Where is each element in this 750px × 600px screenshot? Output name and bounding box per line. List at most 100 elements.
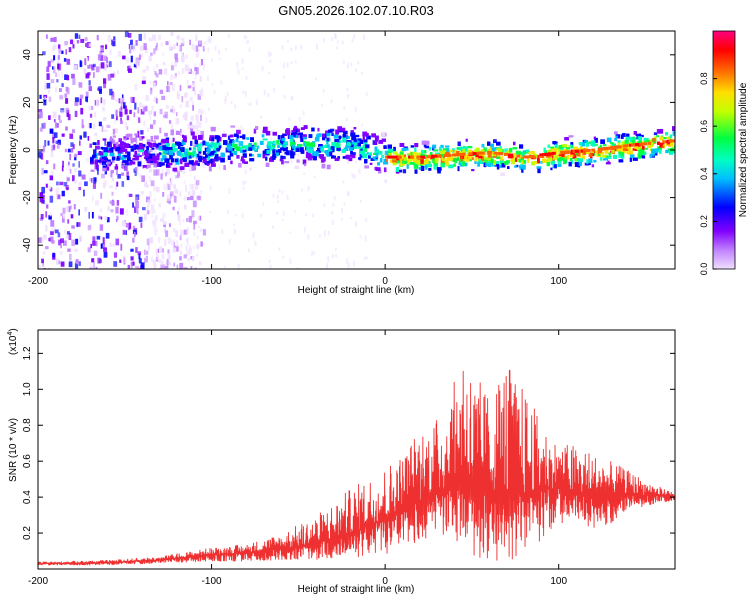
spectrogram-cell bbox=[145, 250, 149, 255]
spectrogram-cell bbox=[194, 267, 197, 269]
spectrogram-cell bbox=[211, 137, 215, 142]
spectrogram-cell bbox=[146, 205, 150, 211]
spectrogram-cell bbox=[268, 51, 271, 57]
spectrogram-cell bbox=[97, 140, 100, 145]
spectrogram-cell bbox=[636, 146, 641, 150]
spectrogram-cell bbox=[107, 206, 110, 212]
spectrogram-cell bbox=[66, 163, 71, 171]
spectrogram-cell bbox=[105, 232, 110, 239]
x-tick-label: 100 bbox=[550, 576, 567, 587]
spectrogram-cell bbox=[159, 246, 163, 251]
spectrogram-cell bbox=[509, 148, 513, 153]
spectrogram-cell bbox=[358, 146, 363, 149]
spectrogram-cell bbox=[649, 139, 654, 144]
spectrogram-cell bbox=[103, 78, 107, 84]
spectrogram-cell bbox=[116, 215, 119, 221]
spectrogram-cell bbox=[50, 59, 55, 63]
spectrogram-cell bbox=[108, 147, 112, 152]
spectrogram-cell bbox=[168, 150, 174, 156]
spectrogram-cell bbox=[98, 86, 102, 92]
spectrogram-cell bbox=[89, 178, 93, 182]
spectrogram-cell bbox=[190, 125, 196, 129]
spectrogram-cell bbox=[110, 170, 113, 178]
spectrogram-cell bbox=[171, 140, 174, 145]
spectrogram-cell bbox=[57, 194, 61, 200]
spectrogram-cell bbox=[86, 57, 89, 62]
spectrogram-cell bbox=[630, 137, 635, 143]
spectrogram-cell bbox=[299, 147, 304, 152]
spectrogram-cell bbox=[346, 117, 348, 121]
spectrogram-cell bbox=[375, 153, 379, 158]
spectrogram-cell bbox=[242, 180, 245, 186]
spectrogram-cell bbox=[107, 74, 112, 81]
spectrogram-cell bbox=[265, 156, 268, 161]
spectrogram-cell bbox=[49, 236, 54, 242]
spectrogram-cell bbox=[546, 162, 550, 167]
spectrogram-cell bbox=[249, 101, 252, 106]
spectrogram-cell bbox=[622, 149, 626, 154]
spectrogram-cell bbox=[591, 164, 595, 168]
spectrogram-cell bbox=[169, 191, 174, 197]
spectrogram-cell bbox=[74, 248, 78, 252]
spectrogram-cell bbox=[374, 166, 378, 171]
spectrogram-cell bbox=[159, 89, 164, 94]
spectrogram-cell bbox=[68, 200, 71, 204]
spectrogram-peak-cell bbox=[493, 151, 497, 155]
spectrogram-cell bbox=[162, 192, 165, 197]
spectrogram-cell bbox=[150, 180, 155, 187]
spectrogram-cell bbox=[183, 157, 187, 162]
spectrogram-peak-cell bbox=[528, 155, 535, 158]
spectrogram-cell bbox=[329, 130, 333, 133]
spectrogram-peak-cell bbox=[597, 147, 602, 151]
spectrogram-cell bbox=[665, 149, 669, 154]
spectrogram-cell bbox=[43, 170, 48, 174]
snr-multiplier-base: (x10 bbox=[8, 335, 19, 355]
spectrogram-cell bbox=[137, 251, 142, 255]
spectrogram-cell bbox=[495, 154, 500, 158]
spectrogram-cell bbox=[588, 158, 593, 163]
spectrogram-cell bbox=[423, 144, 427, 147]
spectrogram-cell bbox=[60, 213, 64, 217]
spectrogram-cell bbox=[227, 135, 231, 140]
spectrogram-cell bbox=[66, 58, 71, 65]
spectrogram-cell bbox=[345, 146, 349, 151]
spectrogram-cell bbox=[201, 161, 204, 167]
spectrogram-cell bbox=[262, 150, 266, 155]
spectrogram-cell bbox=[202, 151, 206, 155]
spectrogram-cell bbox=[392, 159, 397, 163]
spectrogram-cell bbox=[465, 146, 468, 151]
spectrogram-cell bbox=[289, 258, 292, 265]
spectrogram-cell bbox=[122, 230, 126, 235]
spectrogram-cell bbox=[487, 163, 492, 167]
spectrogram-cell bbox=[283, 62, 286, 69]
spectrogram-cell bbox=[202, 156, 207, 160]
spectrogram-cell bbox=[561, 152, 565, 158]
spectrogram-cell bbox=[164, 266, 169, 269]
spectrogram-cell bbox=[151, 214, 153, 218]
spectrogram-cell bbox=[300, 127, 305, 130]
spectrogram-cell bbox=[185, 154, 189, 158]
spectrogram-cell bbox=[414, 169, 418, 174]
spectrogram-cell bbox=[270, 141, 274, 144]
spectrogram-cell bbox=[599, 157, 603, 161]
spectrogram-cell bbox=[642, 155, 646, 159]
spectrogram-cell bbox=[407, 161, 410, 166]
spectrogram-cell bbox=[65, 98, 69, 104]
spectrogram-cell bbox=[550, 148, 556, 151]
spectrogram-cell bbox=[362, 153, 368, 159]
spectrogram-cell bbox=[107, 60, 111, 66]
spectrogram-cell bbox=[275, 152, 279, 157]
spectrogram-cell bbox=[272, 143, 276, 146]
spectrogram-cell bbox=[89, 113, 93, 118]
spectrogram-cell bbox=[319, 154, 324, 159]
spectrogram-cell bbox=[189, 147, 192, 151]
spectrogram-cell bbox=[204, 161, 210, 165]
spectrogram-cell bbox=[302, 111, 305, 116]
spectrogram-cell bbox=[135, 247, 138, 253]
spectrogram-cell bbox=[131, 261, 135, 266]
spectrogram-cell bbox=[210, 126, 216, 132]
spectrogram-cell bbox=[622, 148, 628, 151]
spectrogram-cell bbox=[585, 147, 588, 151]
spectrogram-cell bbox=[196, 243, 200, 248]
spectrogram-cell bbox=[111, 243, 115, 247]
